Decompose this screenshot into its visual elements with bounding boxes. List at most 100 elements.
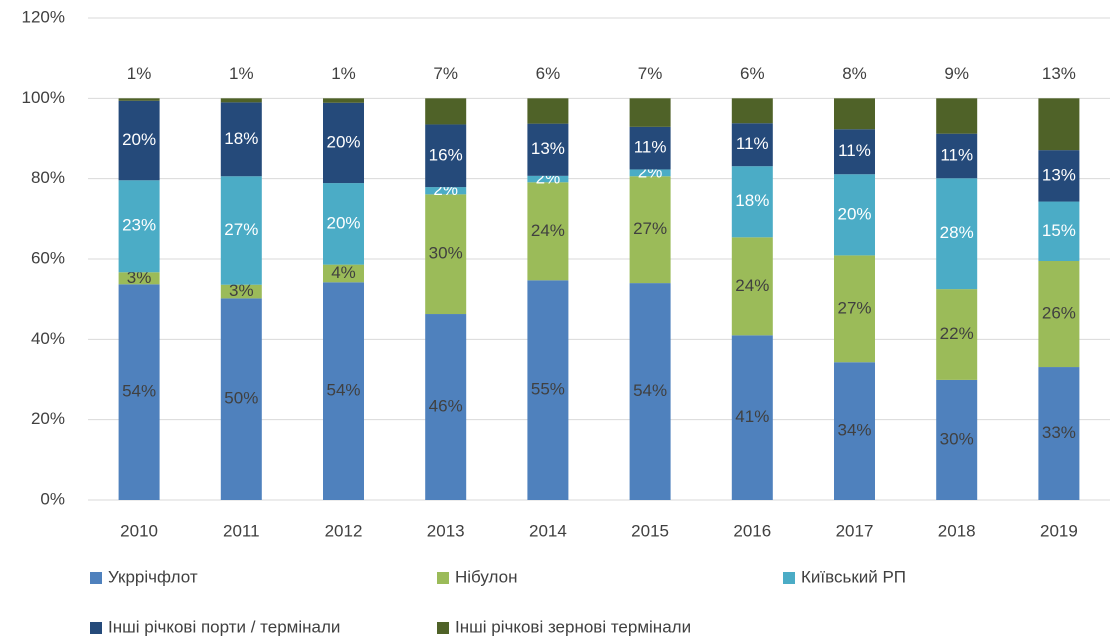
bar-segment [425, 314, 467, 500]
data-label: 8% [842, 64, 867, 83]
legend-label: Нібулон [455, 567, 518, 586]
bar-segment [425, 194, 467, 315]
y-tick-label: 0% [40, 489, 65, 508]
y-tick-label: 120% [22, 7, 65, 26]
legend-label: Інші річкові зернові термінали [455, 617, 691, 636]
data-label: 55% [531, 380, 565, 399]
bar-segment [220, 298, 262, 500]
bar-segment [731, 123, 773, 167]
data-label: 1% [229, 64, 254, 83]
y-tick-label: 40% [31, 329, 65, 348]
bar-segment [527, 182, 569, 281]
bar-segment [1038, 261, 1080, 368]
bar-segment [1038, 98, 1080, 151]
data-label: 30% [940, 429, 974, 448]
bar-segment [731, 166, 773, 238]
bar-segment [323, 102, 364, 184]
data-label: 7% [638, 64, 663, 83]
bar-segment [118, 180, 160, 273]
bar-segment [834, 255, 875, 363]
bar-segment [527, 98, 569, 124]
data-label: 54% [326, 381, 360, 400]
data-label: 7% [433, 64, 458, 83]
legend-swatch [90, 572, 102, 584]
bar-segment [629, 176, 671, 284]
bar-segment [425, 98, 467, 125]
legend-swatch [437, 622, 449, 634]
data-label: 11% [838, 141, 871, 160]
x-tick-label: 2015 [631, 521, 669, 540]
legend-label: Інші річкові порти / термінали [108, 617, 340, 636]
data-label: 22% [940, 324, 974, 343]
data-label: 41% [735, 407, 769, 426]
y-tick-label: 20% [31, 409, 65, 428]
data-label: 1% [127, 64, 152, 83]
data-label: 11% [940, 145, 973, 164]
bar-segment [936, 178, 978, 290]
legend-swatch [783, 572, 795, 584]
bar-segment [731, 335, 773, 500]
data-label: 13% [1042, 64, 1076, 83]
x-tick-label: 2019 [1040, 521, 1078, 540]
data-label: 24% [531, 221, 565, 240]
data-label: 28% [940, 223, 974, 242]
y-tick-label: 80% [31, 168, 65, 187]
data-label: 27% [633, 219, 667, 238]
data-label: 3% [229, 281, 254, 300]
data-label: 26% [1042, 304, 1076, 323]
data-label: 13% [531, 139, 565, 158]
bar-segment [936, 289, 978, 380]
bar-segment [834, 129, 875, 175]
bar-segment [1038, 150, 1080, 202]
data-label: 13% [1042, 165, 1076, 184]
bar-segment [629, 126, 671, 170]
data-label: 11% [634, 138, 667, 157]
data-label: 9% [944, 64, 969, 83]
bar-segment [425, 187, 467, 195]
bar-segment [118, 98, 160, 101]
bar-segment [323, 264, 364, 283]
y-tick-label: 100% [22, 88, 65, 107]
x-tick-label: 2017 [836, 521, 874, 540]
legend-label: Київський РП [801, 567, 906, 586]
bar-segment [936, 379, 978, 500]
data-label: 1% [331, 64, 356, 83]
data-label: 18% [224, 129, 258, 148]
data-label: 6% [740, 64, 765, 83]
legend-swatch [90, 622, 102, 634]
x-tick-label: 2012 [325, 521, 363, 540]
bar-segment [323, 183, 364, 265]
data-label: 3% [127, 268, 152, 287]
x-tick-label: 2011 [223, 521, 260, 540]
legend-swatch [437, 572, 449, 584]
data-label: 30% [429, 244, 463, 263]
bar-segment [527, 123, 569, 176]
bar-segment [834, 98, 875, 130]
data-label: 24% [735, 276, 769, 295]
bar-segment [834, 174, 875, 256]
bar-segment [323, 98, 364, 103]
bar-segment [936, 98, 978, 134]
bar-segment [118, 284, 160, 500]
bar-segment [220, 102, 262, 177]
data-label: 20% [122, 130, 156, 149]
y-tick-label: 60% [31, 248, 65, 267]
data-label: 54% [633, 381, 667, 400]
bar-segment [220, 176, 262, 285]
data-label: 46% [429, 396, 463, 415]
bar-segment [323, 282, 364, 500]
data-label: 27% [224, 220, 258, 239]
x-tick-label: 2016 [733, 521, 771, 540]
bar-segment [118, 100, 160, 181]
bar-segment [1038, 201, 1080, 262]
bar-segment [1038, 367, 1080, 500]
bar-segment [425, 124, 467, 188]
bar-segment [527, 175, 569, 183]
data-label: 27% [837, 298, 871, 317]
data-label: 15% [1042, 221, 1076, 240]
bar-segment [731, 237, 773, 336]
data-label: 11% [736, 134, 769, 153]
bar-segment [527, 280, 569, 500]
